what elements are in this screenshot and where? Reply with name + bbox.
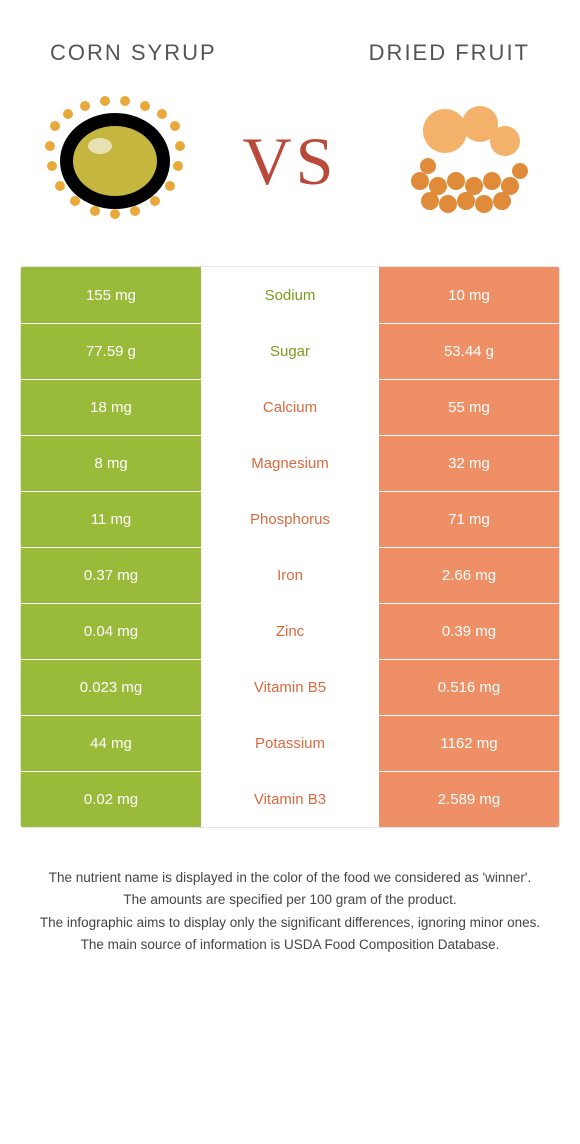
nutrient-label: Vitamin B3 <box>201 772 379 827</box>
nutrient-label: Phosphorus <box>201 492 379 547</box>
footnote-line: The amounts are specified per 100 gram o… <box>30 890 550 910</box>
nutrient-label: Magnesium <box>201 436 379 491</box>
nutrient-row: 44 mgPotassium1162 mg <box>21 715 559 771</box>
right-value: 2.66 mg <box>379 548 559 603</box>
nutrient-row: 18 mgCalcium55 mg <box>21 379 559 435</box>
nutrient-row: 8 mgMagnesium32 mg <box>21 435 559 491</box>
right-value: 32 mg <box>379 436 559 491</box>
left-value: 18 mg <box>21 380 201 435</box>
nutrient-label: Vitamin B5 <box>201 660 379 715</box>
nutrient-table: 155 mgSodium10 mg77.59 gSugar53.44 g18 m… <box>20 266 560 828</box>
right-value: 53.44 g <box>379 324 559 379</box>
left-value: 0.02 mg <box>21 772 201 827</box>
nutrient-label: Calcium <box>201 380 379 435</box>
header: CORN SYRUP DRIED FRUIT <box>20 40 560 86</box>
right-value: 0.39 mg <box>379 604 559 659</box>
left-value: 77.59 g <box>21 324 201 379</box>
footnotes: The nutrient name is displayed in the co… <box>20 828 560 955</box>
right-value: 55 mg <box>379 380 559 435</box>
dried-fruit-image <box>390 86 540 236</box>
nutrient-label: Zinc <box>201 604 379 659</box>
nutrient-label: Iron <box>201 548 379 603</box>
images-row: VS <box>20 86 560 266</box>
right-food-title: DRIED FRUIT <box>369 40 530 66</box>
left-value: 155 mg <box>21 267 201 323</box>
left-value: 8 mg <box>21 436 201 491</box>
right-value: 10 mg <box>379 267 559 323</box>
nutrient-row: 0.04 mgZinc0.39 mg <box>21 603 559 659</box>
left-value: 0.04 mg <box>21 604 201 659</box>
right-value: 2.589 mg <box>379 772 559 827</box>
nutrient-row: 0.37 mgIron2.66 mg <box>21 547 559 603</box>
left-food-title: CORN SYRUP <box>50 40 217 66</box>
corn-syrup-image <box>40 86 190 236</box>
footnote-line: The nutrient name is displayed in the co… <box>30 868 550 888</box>
nutrient-label: Potassium <box>201 716 379 771</box>
right-value: 71 mg <box>379 492 559 547</box>
footnote-line: The main source of information is USDA F… <box>30 935 550 955</box>
nutrient-row: 11 mgPhosphorus71 mg <box>21 491 559 547</box>
nutrient-row: 77.59 gSugar53.44 g <box>21 323 559 379</box>
right-value: 0.516 mg <box>379 660 559 715</box>
vs-label: VS <box>243 122 338 201</box>
left-value: 44 mg <box>21 716 201 771</box>
nutrient-row: 155 mgSodium10 mg <box>21 267 559 323</box>
nutrient-label: Sodium <box>201 267 379 323</box>
nutrient-row: 0.02 mgVitamin B32.589 mg <box>21 771 559 827</box>
nutrient-label: Sugar <box>201 324 379 379</box>
right-value: 1162 mg <box>379 716 559 771</box>
nutrient-row: 0.023 mgVitamin B50.516 mg <box>21 659 559 715</box>
left-value: 0.37 mg <box>21 548 201 603</box>
left-value: 0.023 mg <box>21 660 201 715</box>
footnote-line: The infographic aims to display only the… <box>30 913 550 933</box>
left-value: 11 mg <box>21 492 201 547</box>
